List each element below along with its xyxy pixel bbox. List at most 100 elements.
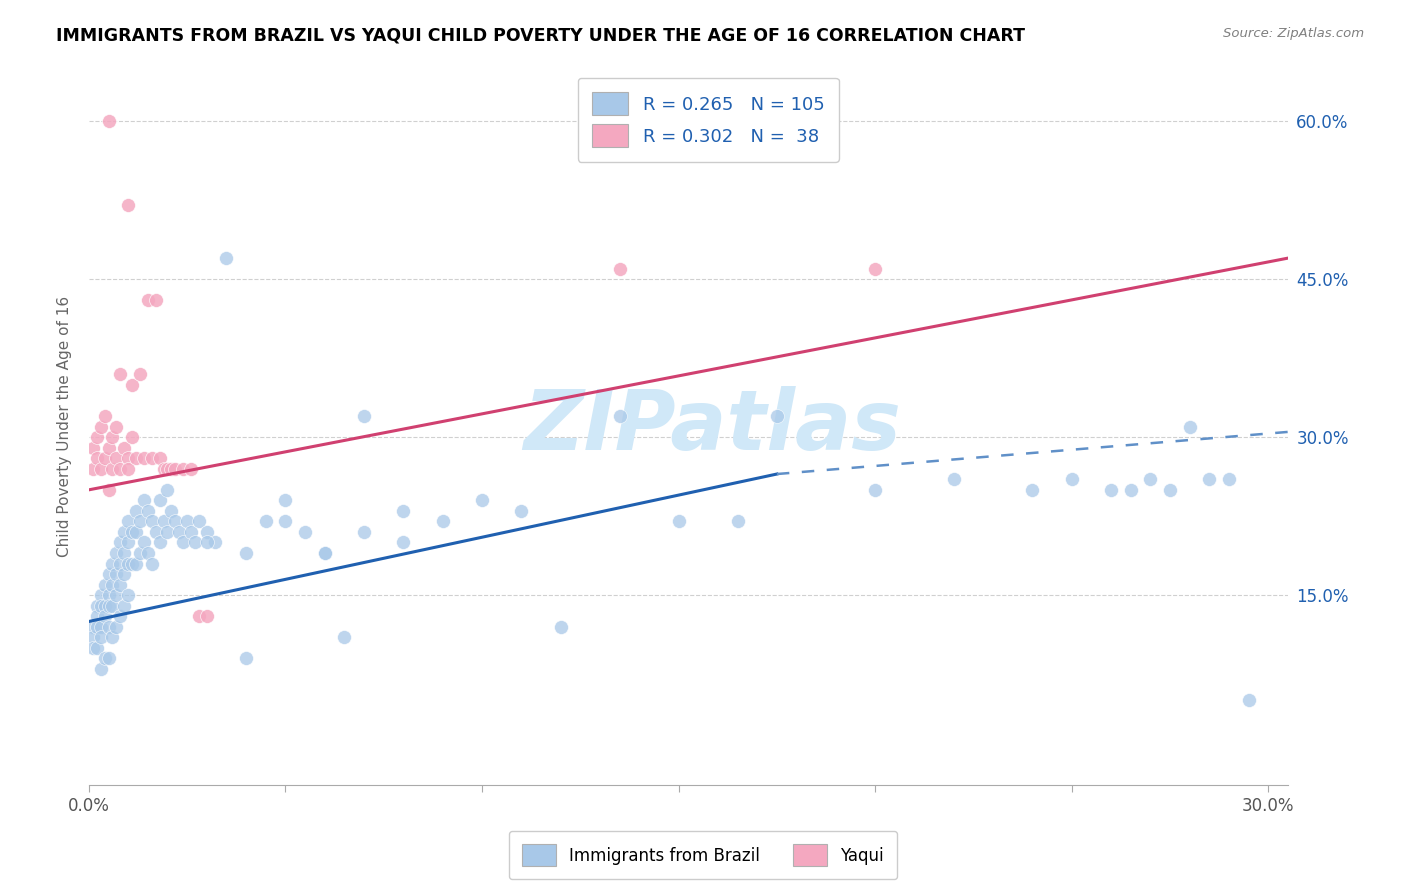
Point [117, 515, 139, 529]
Point [149, 493, 172, 508]
Legend: R = 0.265   N = 105, R = 0.302   N =  38: R = 0.265 N = 105, R = 0.302 N = 38 [578, 78, 839, 161]
Point [117, 451, 139, 466]
Point [149, 535, 172, 549]
Point [129, 515, 152, 529]
Point [165, 515, 187, 529]
Point [392, 535, 415, 549]
Point [1139, 472, 1161, 486]
Point [129, 367, 152, 381]
Point [90, 630, 112, 644]
Point [117, 198, 139, 212]
Point [110, 462, 132, 476]
Point [101, 599, 124, 613]
Point [727, 515, 749, 529]
Point [112, 524, 135, 539]
Point [117, 462, 139, 476]
Point [112, 567, 135, 582]
Point [165, 462, 187, 476]
Point [609, 409, 631, 423]
Point [121, 524, 143, 539]
Point [86, 599, 108, 613]
Point [1178, 419, 1201, 434]
Point [432, 515, 454, 529]
Point [82, 630, 104, 644]
Point [105, 567, 128, 582]
Point [1218, 472, 1240, 486]
Point [863, 261, 886, 276]
Point [90, 462, 112, 476]
Point [942, 472, 965, 486]
Point [90, 588, 112, 602]
Point [180, 462, 202, 476]
Point [254, 515, 277, 529]
Point [187, 515, 209, 529]
Point [112, 441, 135, 455]
Point [195, 535, 218, 549]
Point [110, 577, 132, 591]
Point [82, 441, 104, 455]
Point [145, 293, 167, 308]
Text: ZIPatlas: ZIPatlas [523, 386, 901, 467]
Point [110, 367, 132, 381]
Text: IMMIGRANTS FROM BRAZIL VS YAQUI CHILD POVERTY UNDER THE AGE OF 16 CORRELATION CH: IMMIGRANTS FROM BRAZIL VS YAQUI CHILD PO… [56, 27, 1025, 45]
Point [510, 504, 533, 518]
Point [195, 609, 218, 624]
Point [141, 557, 163, 571]
Point [235, 546, 257, 560]
Point [117, 535, 139, 549]
Point [314, 546, 336, 560]
Point [195, 524, 218, 539]
Point [93, 577, 115, 591]
Point [145, 524, 167, 539]
Point [101, 577, 124, 591]
Point [90, 419, 112, 434]
Point [136, 293, 159, 308]
Point [86, 451, 108, 466]
Point [86, 609, 108, 624]
Point [172, 462, 194, 476]
Point [101, 630, 124, 644]
Point [172, 535, 194, 549]
Point [204, 535, 226, 549]
Point [121, 557, 143, 571]
Point [125, 524, 148, 539]
Point [314, 546, 336, 560]
Point [93, 409, 115, 423]
Point [156, 483, 179, 497]
Point [136, 504, 159, 518]
Point [90, 620, 112, 634]
Point [110, 609, 132, 624]
Point [105, 451, 128, 466]
Point [1021, 483, 1043, 497]
Point [82, 640, 104, 655]
Point [160, 504, 183, 518]
Point [125, 557, 148, 571]
Point [180, 524, 202, 539]
Point [169, 524, 191, 539]
Point [392, 504, 415, 518]
Point [176, 515, 198, 529]
Point [1060, 472, 1083, 486]
Point [97, 567, 120, 582]
Point [86, 640, 108, 655]
Point [110, 557, 132, 571]
Point [132, 451, 155, 466]
Point [152, 462, 174, 476]
Point [105, 620, 128, 634]
Point [141, 515, 163, 529]
Point [215, 251, 238, 265]
Point [97, 114, 120, 128]
Point [82, 462, 104, 476]
Point [274, 493, 297, 508]
Point [129, 546, 152, 560]
Point [132, 535, 155, 549]
Point [132, 493, 155, 508]
Legend: Immigrants from Brazil, Yaqui: Immigrants from Brazil, Yaqui [509, 831, 897, 880]
Point [141, 451, 163, 466]
Point [136, 546, 159, 560]
Point [90, 662, 112, 676]
Point [156, 524, 179, 539]
Point [101, 557, 124, 571]
Point [112, 599, 135, 613]
Point [609, 261, 631, 276]
